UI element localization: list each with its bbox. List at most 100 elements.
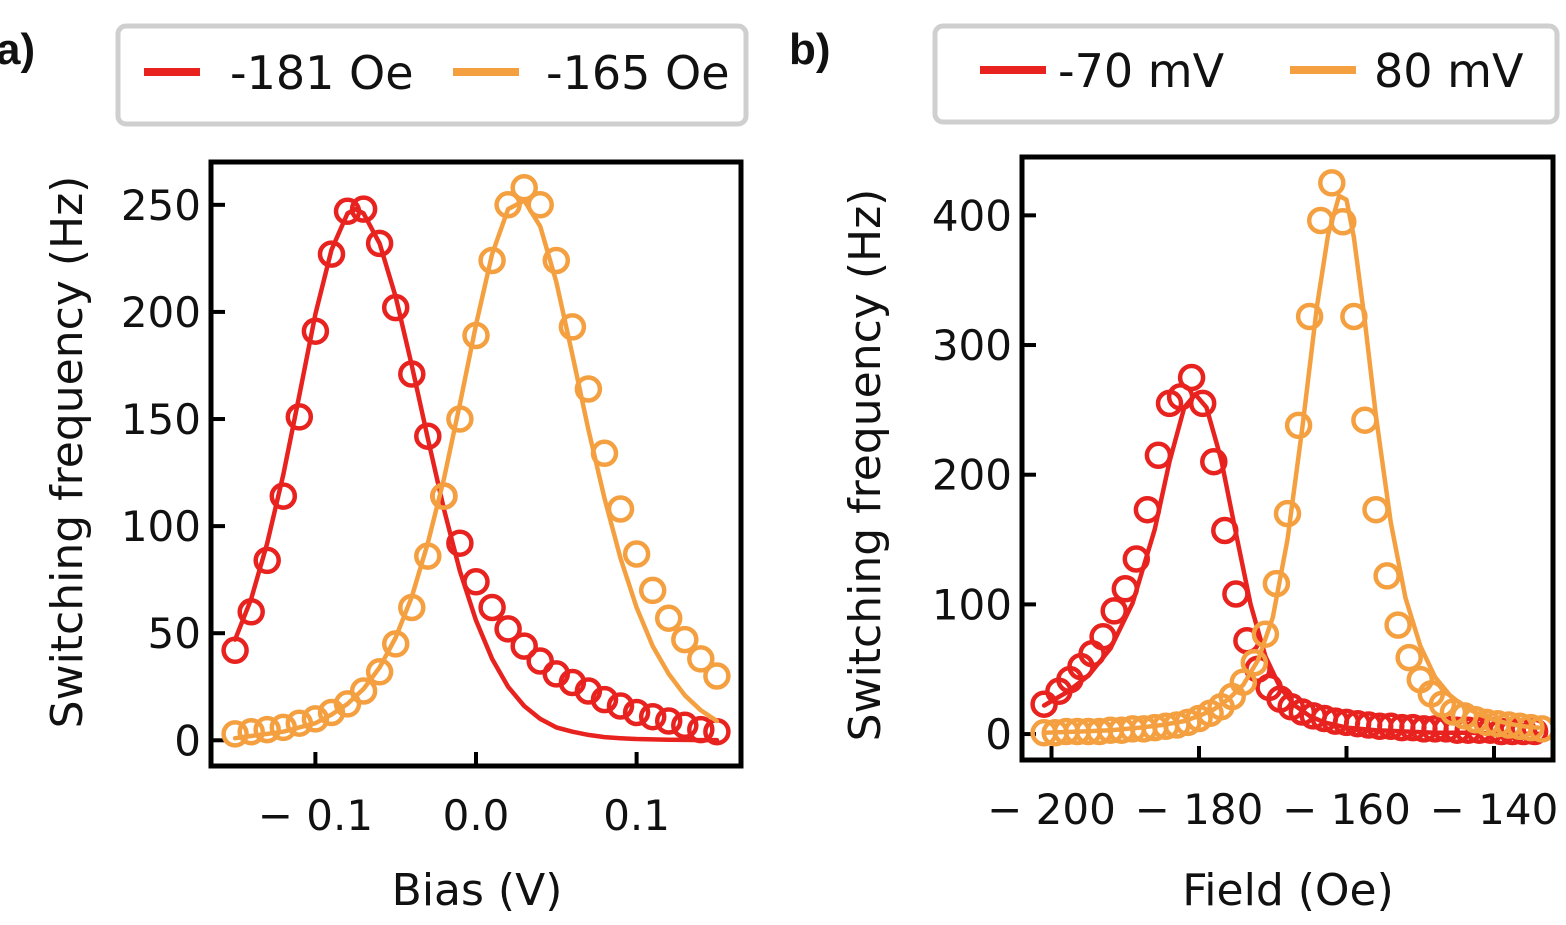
data-point-a-1-22 xyxy=(574,375,603,403)
y-axis-label-b: Switching frequency (Hz) xyxy=(840,189,891,742)
data-point-a-1-20 xyxy=(542,246,571,275)
axes-frame-b xyxy=(1019,154,1556,763)
xtick-label-a-2: 0.1 xyxy=(603,791,670,840)
xtick-label-b-2: − 160 xyxy=(1282,785,1411,834)
data-point-a-1-17 xyxy=(494,191,522,219)
ytick-label-b-4: 400 xyxy=(932,191,1012,240)
legend-b: -70 mV 80 mV xyxy=(932,23,1560,125)
fit-line-a-1 xyxy=(232,198,720,741)
data-point-a-0-6 xyxy=(317,240,346,268)
data-point-b-1-31 xyxy=(1373,562,1401,590)
legend-b-frame xyxy=(932,23,1560,125)
data-point-b-1-20 xyxy=(1251,620,1280,648)
data-point-a-1-25 xyxy=(622,540,651,568)
xtick-label-b-1: − 180 xyxy=(1135,785,1264,834)
legend-a-label-0: -181 Oe xyxy=(230,46,414,100)
data-point-a-0-17 xyxy=(494,615,522,643)
data-point-a-1-15 xyxy=(462,321,490,350)
ytick-label-a-0: 0 xyxy=(174,716,201,765)
panel-b-label: b) xyxy=(789,25,831,74)
data-point-a-0-23 xyxy=(590,685,619,714)
data-point-b-0-5 xyxy=(1089,623,1117,651)
legend-b-label-0: -70 mV xyxy=(1058,44,1225,98)
data-point-a-0-14 xyxy=(446,529,474,557)
data-point-b-0-10 xyxy=(1144,441,1173,470)
data-point-b-0-15 xyxy=(1200,447,1228,476)
ticks-b: 0 100 200 300 400 − 200 − 180 − 160 − 140 xyxy=(932,191,1559,834)
data-point-b-1-28 xyxy=(1340,302,1368,331)
data-point-b-1-19 xyxy=(1240,648,1269,677)
ytick-label-a-2: 100 xyxy=(121,502,201,551)
data-point-a-1-29 xyxy=(687,645,715,673)
data-point-a-1-21 xyxy=(558,313,587,341)
data-point-b-1-32 xyxy=(1384,611,1412,639)
data-point-b-1-30 xyxy=(1362,495,1390,524)
data-point-a-0-24 xyxy=(606,692,635,720)
data-point-a-1-14 xyxy=(446,405,474,433)
ytick-label-a-5: 250 xyxy=(121,181,201,230)
data-point-b-1-26 xyxy=(1318,169,1346,197)
data-point-a-0-12 xyxy=(414,422,442,450)
data-point-a-0-7 xyxy=(333,197,362,226)
xtick-label-a-1: 0.0 xyxy=(443,791,510,840)
data-point-a-0-26 xyxy=(638,702,667,731)
data-point-b-0-7 xyxy=(1111,575,1140,603)
fit-line-b-0 xyxy=(1041,392,1541,737)
plot-area-b xyxy=(1030,169,1556,747)
data-point-a-0-5 xyxy=(301,317,330,345)
data-point-b-0-6 xyxy=(1100,597,1128,625)
data-point-a-1-8 xyxy=(349,677,378,705)
data-point-a-0-15 xyxy=(462,568,490,596)
data-point-a-0-2 xyxy=(253,546,281,575)
data-point-a-1-27 xyxy=(654,604,683,632)
ytick-label-a-3: 150 xyxy=(121,395,201,444)
data-point-a-1-10 xyxy=(381,630,410,658)
x-axis-label-a: Bias (V) xyxy=(392,865,563,916)
data-point-a-0-29 xyxy=(687,715,715,744)
xtick-label-b-0: − 200 xyxy=(987,785,1116,834)
data-point-a-1-13 xyxy=(430,482,458,510)
legend-a-frame xyxy=(115,23,749,127)
fit-line-a-0 xyxy=(232,206,720,743)
ytick-label-b-2: 200 xyxy=(932,451,1012,500)
data-point-a-1-26 xyxy=(638,576,667,605)
data-point-a-1-24 xyxy=(606,495,635,523)
data-point-a-1-5 xyxy=(301,705,330,733)
data-point-b-0-9 xyxy=(1133,495,1162,524)
data-point-a-0-11 xyxy=(398,360,426,388)
data-point-a-1-18 xyxy=(510,173,538,202)
axes-frame-a xyxy=(208,159,744,769)
data-point-b-0-16 xyxy=(1211,516,1239,545)
y-axis-label-a: Switching frequency (Hz) xyxy=(42,176,93,729)
data-point-a-0-27 xyxy=(654,707,683,735)
data-point-b-1-25 xyxy=(1306,206,1335,235)
data-point-a-1-12 xyxy=(414,542,442,570)
data-point-b-0-14 xyxy=(1188,389,1217,418)
panel-a: a) -181 Oe -165 Oe Switching frequency (… xyxy=(0,23,749,916)
data-point-a-0-8 xyxy=(349,195,378,223)
data-point-b-1-27 xyxy=(1329,208,1357,236)
data-point-b-0-13 xyxy=(1177,363,1206,392)
data-point-a-0-18 xyxy=(510,632,538,660)
data-point-b-1-33 xyxy=(1395,643,1423,672)
data-point-b-1-22 xyxy=(1273,499,1302,528)
data-point-a-0-1 xyxy=(237,598,265,626)
xtick-label-a-0: − 0.1 xyxy=(258,791,373,840)
legend-b-label-1: 80 mV xyxy=(1374,44,1524,98)
fit-line-b-1 xyxy=(1041,193,1541,736)
data-point-a-0-4 xyxy=(285,403,314,431)
data-point-a-0-28 xyxy=(671,711,699,740)
ytick-label-a-1: 50 xyxy=(148,609,201,658)
data-point-a-1-28 xyxy=(671,625,699,654)
panel-b: b) -70 mV 80 mV Switching frequency (Hz)… xyxy=(789,23,1560,916)
data-point-a-1-1 xyxy=(237,717,265,746)
data-point-a-0-9 xyxy=(365,229,394,258)
data-point-a-0-25 xyxy=(622,698,651,727)
data-point-b-1-21 xyxy=(1262,569,1291,598)
legend-a: -181 Oe -165 Oe xyxy=(115,23,749,127)
ytick-label-b-1: 100 xyxy=(932,580,1012,629)
data-point-a-1-4 xyxy=(285,709,314,737)
data-point-a-1-30 xyxy=(703,662,731,690)
data-point-a-1-19 xyxy=(526,191,554,219)
